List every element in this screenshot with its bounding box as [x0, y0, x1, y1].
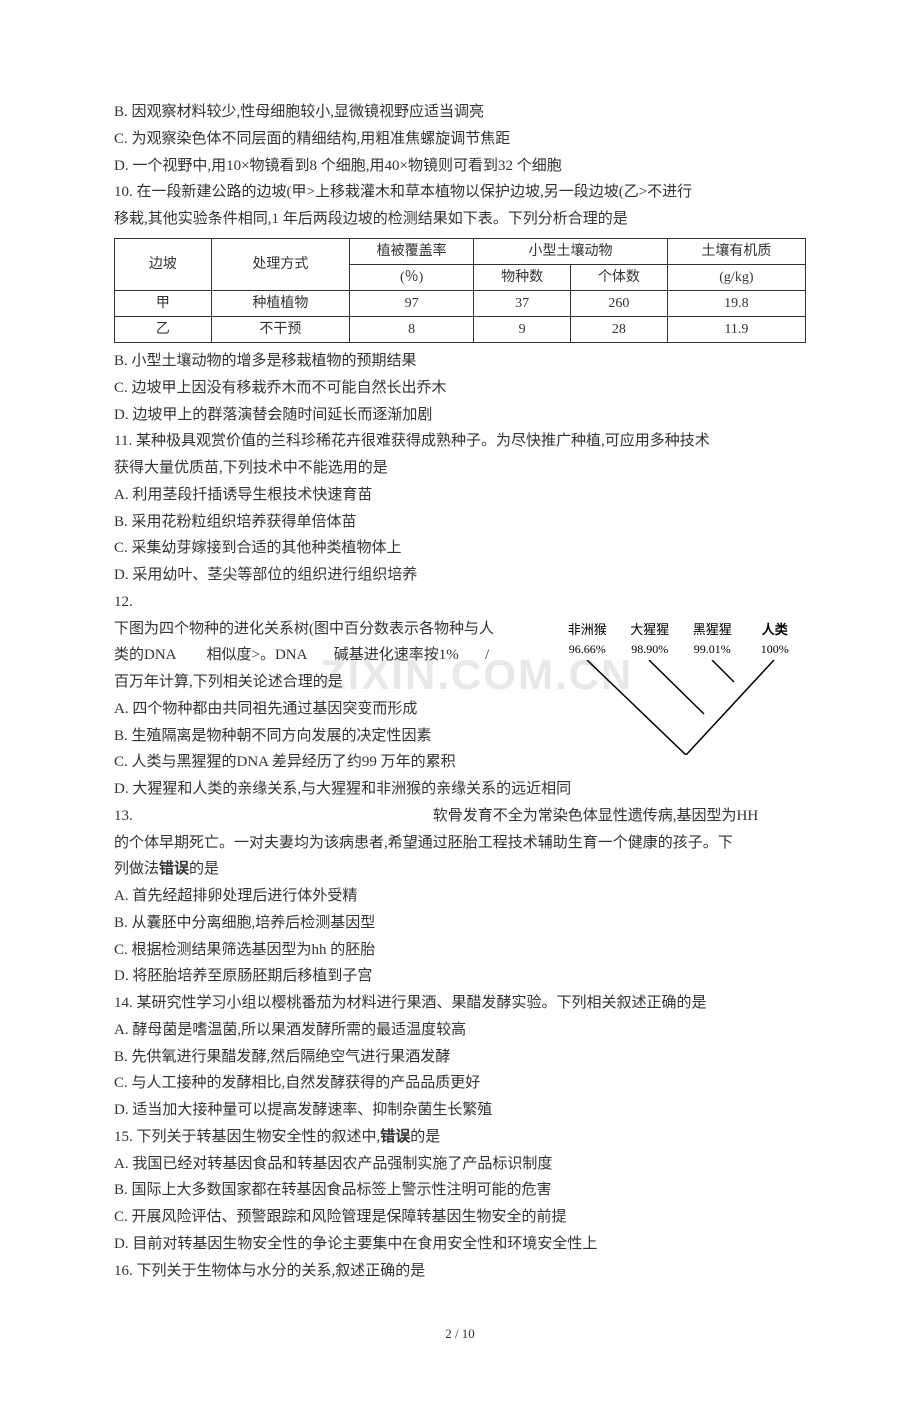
q14-option-c: C. 与人工接种的发酵相比,自然发酵获得的产品品质更好 [114, 1071, 806, 1096]
q15-option-b: B. 国际上大多数国家都在转基因食品标签上警示性注明可能的危害 [114, 1178, 806, 1203]
q15-option-c: C. 开展风险评估、预警跟踪和风险管理是保障转基因生物安全的前提 [114, 1205, 806, 1230]
q10-table: 边坡 处理方式 植被覆盖率 小型土壤动物 土壤有机质 (％) 物种数 个体数 (… [114, 238, 806, 343]
th-animals: 小型土壤动物 [474, 238, 667, 264]
q13-option-b: B. 从囊胚中分离细胞,培养后检测基因型 [114, 911, 806, 936]
th-edge: 边坡 [115, 238, 212, 290]
text: 15. 下列关于转基因生物安全性的叙述中, [114, 1129, 380, 1145]
q10-stem-1: 10. 在一段新建公路的边坡(甲>上移栽灌木和草本植物以保护边坡,另一段边坡(乙… [114, 180, 806, 205]
q9-option-d: D. 一个视野中,用10×物镜看到8 个细胞,用40×物镜则可看到32 个细胞 [114, 154, 806, 179]
th-cover-top: 植被覆盖率 [349, 238, 473, 264]
q10-option-c: C. 边坡甲上因没有移栽乔木而不可能自然长出乔木 [114, 376, 806, 401]
cell: 19.8 [667, 290, 805, 316]
q11-option-d: D. 采用幼叶、茎尖等部位的组织进行组织培养 [114, 563, 806, 588]
text: 相似度>。DNA [207, 647, 308, 663]
th-species: 物种数 [474, 264, 571, 290]
q9-option-c: C. 为观察染色体不同层面的精细结构,用粗准焦螺旋调节焦距 [114, 127, 806, 152]
q14-option-b: B. 先供氧进行果醋发酵,然后隔绝空气进行果酒发酵 [114, 1045, 806, 1070]
q15-option-a: A. 我国已经对转基因食品和转基因农产品强制实施了产品标识制度 [114, 1152, 806, 1177]
q16-stem: 16. 下列关于生物体与水分的关系,叙述正确的是 [114, 1259, 806, 1284]
species-label: 黑猩猩 [681, 619, 744, 640]
cell: 28 [571, 317, 668, 343]
text: 的是 [410, 1129, 440, 1145]
th-count: 个体数 [571, 264, 668, 290]
percent-label: 98.90% [619, 640, 682, 660]
species-label: 非洲猴 [556, 619, 619, 640]
text: / [485, 647, 489, 663]
text: 软骨发育不全为常染色体显性遗传病,基因型为HH [433, 808, 758, 824]
page-number: 2 / 10 [114, 1323, 806, 1344]
q11-stem-1: 11. 某种极具观赏价值的兰科珍稀花卉很难获得成熟种子。为尽快推广种植,可应用多… [114, 429, 806, 454]
q10-stem-2: 移栽,其他实验条件相同,1 年后两段边坡的检测结果如下表。下列分析合理的是 [114, 207, 806, 232]
cell: 260 [571, 290, 668, 316]
q13-stem-2: 的个体早期死亡。一对夫妻均为该病患者,希望通过胚胎工程技术辅助生育一个健康的孩子… [114, 831, 806, 856]
cell: 97 [349, 290, 473, 316]
q12-option-d: D. 大猩猩和人类的亲缘关系,与大猩猩和非洲猴的亲缘关系的远近相同 [114, 777, 806, 802]
q13-stem-1: 13. 软骨发育不全为常染色体显性遗传病,基因型为HH [114, 804, 806, 829]
cell: 8 [349, 317, 473, 343]
q13-option-a: A. 首先经超排卵处理后进行体外受精 [114, 884, 806, 909]
percent-label: 99.01% [681, 640, 744, 660]
text-bold: 错误 [380, 1129, 410, 1145]
q12-figure: 非洲猴 大猩猩 黑猩猩 人类 96.66% 98.90% 99.01% 100% [556, 619, 806, 755]
q10-option-b: B. 小型土壤动物的增多是移栽植物的预期结果 [114, 349, 806, 374]
q11-option-a: A. 利用茎段扦插诱导生根技术快速育苗 [114, 483, 806, 508]
q11-option-c: C. 采集幼芽嫁接到合适的其他种类植物体上 [114, 536, 806, 561]
table-row: 乙 不干预 8 9 28 11.9 [115, 317, 806, 343]
q11-option-b: B. 采用花粉粒组织培养获得单倍体苗 [114, 510, 806, 535]
q9-option-b: B. 因观察材料较少,性母细胞较小,显微镜视野应适当调亮 [114, 100, 806, 125]
text: 列做法 [114, 861, 159, 877]
q15-stem: 15. 下列关于转基因生物安全性的叙述中,错误的是 [114, 1125, 806, 1150]
cell: 甲 [115, 290, 212, 316]
th-organic-bot: (g/kg) [667, 264, 805, 290]
text: 13. [114, 808, 133, 824]
text-bold: 错误 [159, 861, 189, 877]
cell: 乙 [115, 317, 212, 343]
text: 类的DNA [114, 647, 177, 663]
th-organic-top: 土壤有机质 [667, 238, 805, 264]
text: 碱基进化速率按1% [334, 647, 459, 663]
species-label: 人类 [744, 619, 807, 640]
q14-option-a: A. 酵母菌是嗜温菌,所以果酒发酵所需的最适温度较高 [114, 1018, 806, 1043]
cell: 9 [474, 317, 571, 343]
q14-stem: 14. 某研究性学习小组以樱桃番茄为材料进行果酒、果醋发酵实验。下列相关叙述正确… [114, 991, 806, 1016]
percent-label: 96.66% [556, 640, 619, 660]
q11-stem-2: 获得大量优质苗,下列技术中不能选用的是 [114, 456, 806, 481]
q14-option-d: D. 适当加大接种量可以提高发酵速率、抑制杂菌生长繁殖 [114, 1098, 806, 1123]
q13-option-c: C. 根据检测结果筛选基因型为hh 的胚胎 [114, 938, 806, 963]
q15-option-d: D. 目前对转基因生物安全性的争论主要集中在食用安全性和环境安全性上 [114, 1232, 806, 1257]
phylo-tree-icon [556, 660, 806, 755]
cell: 种植植物 [211, 290, 349, 316]
q12-number: 12. [114, 590, 806, 615]
cell: 11.9 [667, 317, 805, 343]
th-cover-bot: (％) [349, 264, 473, 290]
q10-option-d: D. 边坡甲上的群落演替会随时间延长而逐渐加剧 [114, 403, 806, 428]
q13-option-d: D. 将胚胎培养至原肠胚期后移植到子宫 [114, 964, 806, 989]
cell: 不干预 [211, 317, 349, 343]
table-row: 甲 种植植物 97 37 260 19.8 [115, 290, 806, 316]
th-method: 处理方式 [211, 238, 349, 290]
cell: 37 [474, 290, 571, 316]
q13-stem-3: 列做法错误的是 [114, 857, 806, 882]
percent-label: 100% [744, 640, 807, 660]
species-label: 大猩猩 [619, 619, 682, 640]
text: 的是 [189, 861, 219, 877]
